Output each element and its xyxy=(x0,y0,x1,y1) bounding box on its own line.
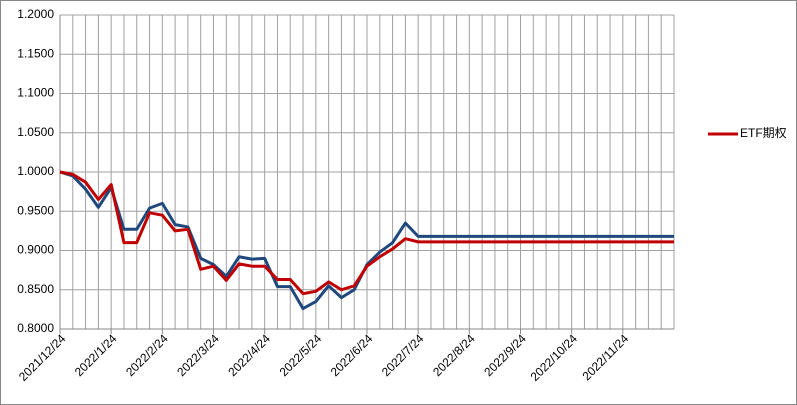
series-line xyxy=(59,170,674,296)
y-tick-label: 0.8500 xyxy=(17,282,54,296)
y-tick-label: 1.2000 xyxy=(17,7,54,21)
y-tick-label: 1.0500 xyxy=(17,125,54,139)
y-tick-label: 0.8000 xyxy=(17,321,54,335)
y-tick-label: 1.0000 xyxy=(17,164,54,178)
legend-label: ETF期权 xyxy=(740,126,787,140)
y-tick-label: 1.1000 xyxy=(17,86,54,100)
y-tick-label: 1.1500 xyxy=(17,46,54,60)
y-tick-label: 0.9500 xyxy=(17,203,54,217)
y-tick-label: 0.9000 xyxy=(17,243,54,257)
